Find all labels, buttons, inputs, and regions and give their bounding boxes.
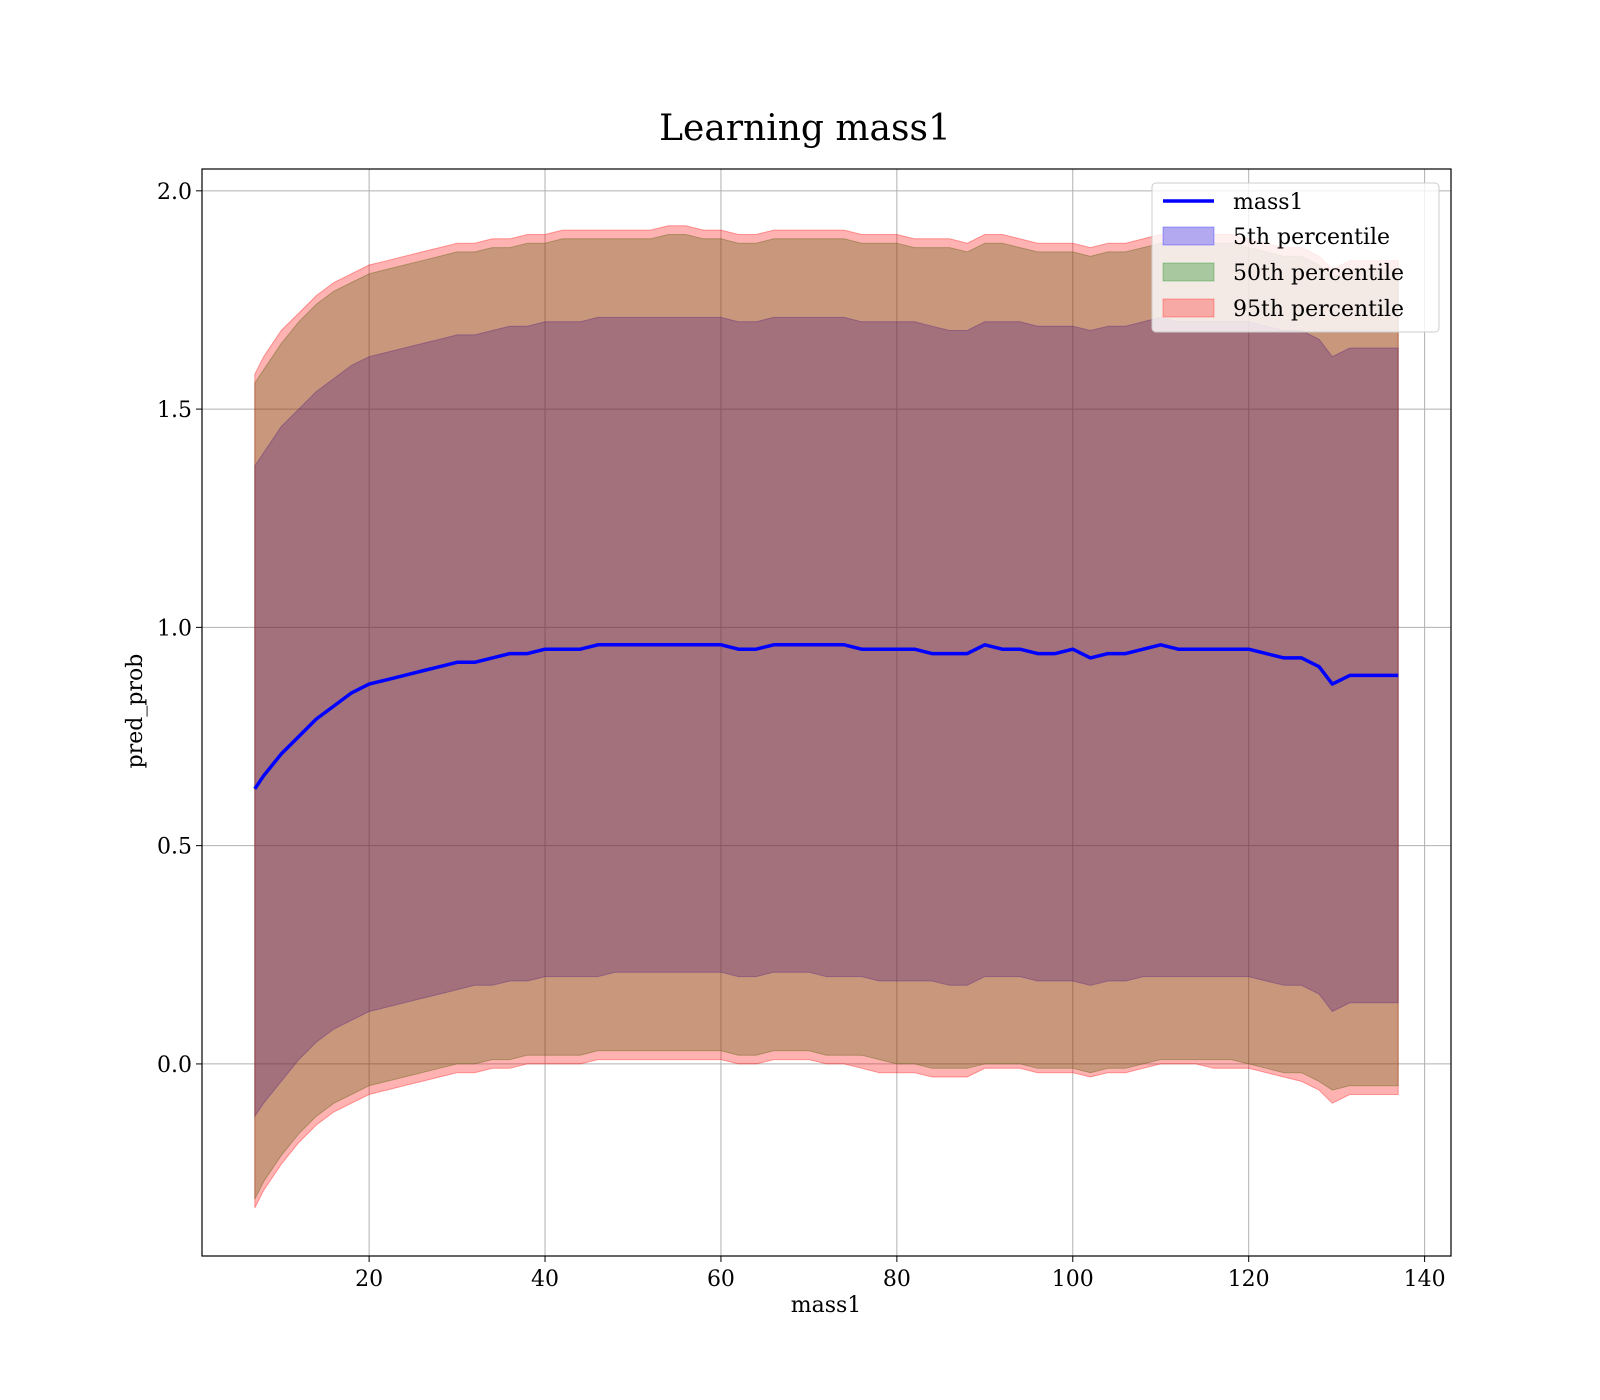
x-tick-label: 60 bbox=[707, 1267, 735, 1292]
plot-frame bbox=[201, 168, 1452, 1257]
y-tick-label: 0.5 bbox=[157, 835, 192, 860]
legend-swatch-5th bbox=[1162, 226, 1215, 246]
legend-label-5th: 5th percentile bbox=[1233, 225, 1390, 250]
x-tick-label: 140 bbox=[1404, 1267, 1446, 1292]
x-tick-label: 100 bbox=[1052, 1267, 1094, 1292]
chart-title: Learning mass1 bbox=[659, 108, 951, 149]
y-tick-label: 2.0 bbox=[157, 180, 192, 205]
grid bbox=[202, 169, 1451, 1256]
y-tick-label: 1.0 bbox=[157, 616, 192, 641]
legend-swatch-95th bbox=[1162, 298, 1215, 318]
legend-label-mass1: mass1 bbox=[1233, 190, 1304, 215]
x-tick-label: 20 bbox=[355, 1267, 383, 1292]
line-series bbox=[253, 643, 1399, 790]
percentile-bands bbox=[254, 225, 1399, 1209]
legend-box bbox=[1151, 182, 1440, 333]
legend-label-50th: 50th percentile bbox=[1233, 261, 1404, 286]
y-axis-label: pred_prob bbox=[123, 654, 148, 769]
x-tick-label: 120 bbox=[1228, 1267, 1270, 1292]
y-tick-label: 0.0 bbox=[157, 1053, 192, 1078]
axis-ticks: 20 40 60 80 100 120 140 0.0 0.5 1.0 1.5 2.0 bbox=[157, 180, 1446, 1292]
x-axis-label: mass1 bbox=[791, 1293, 862, 1318]
band-5th-percentile bbox=[254, 316, 1399, 1118]
mass1-line bbox=[253, 643, 1399, 790]
band-95th-percentile bbox=[254, 225, 1399, 1209]
legend: mass1 5th percentile 50th percentile 95t… bbox=[1151, 182, 1440, 333]
legend-swatch-50th bbox=[1162, 262, 1215, 282]
y-tick-label: 1.5 bbox=[157, 398, 192, 423]
x-tick-label: 40 bbox=[531, 1267, 559, 1292]
x-tick-label: 80 bbox=[883, 1267, 911, 1292]
band-50th-percentile bbox=[254, 234, 1399, 1200]
legend-label-95th: 95th percentile bbox=[1233, 297, 1404, 322]
